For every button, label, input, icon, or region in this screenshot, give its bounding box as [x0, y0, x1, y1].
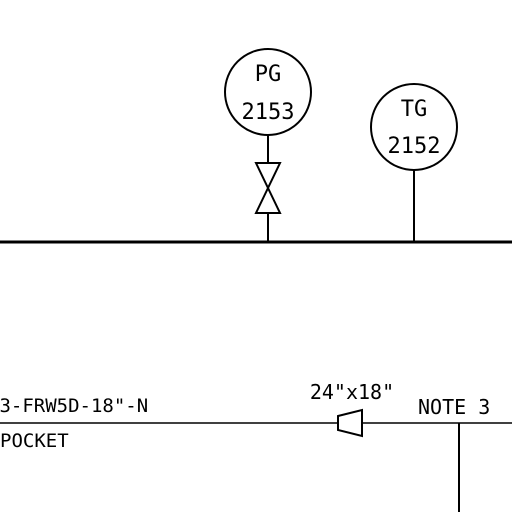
pressure-gauge-pg-2153[interactable]: PG 2153	[224, 48, 312, 242]
pocket-note-label: POCKET	[0, 430, 69, 452]
tg-instrument-number: 2152	[388, 134, 441, 159]
pg-instrument-number: 2153	[242, 100, 295, 125]
reducer-icon[interactable]	[337, 408, 363, 438]
temperature-gauge-tg-2152[interactable]: TG 2152	[370, 83, 458, 242]
reducer-size-label: 24"x18"	[310, 380, 394, 404]
gate-valve-icon[interactable]	[254, 162, 282, 214]
line-number-label: 03-FRW5D-18"-N	[0, 395, 148, 417]
note-3-label: NOTE 3	[418, 395, 490, 419]
tg-instrument-type: TG	[401, 97, 428, 122]
pg-instrument-type: PG	[255, 62, 282, 87]
